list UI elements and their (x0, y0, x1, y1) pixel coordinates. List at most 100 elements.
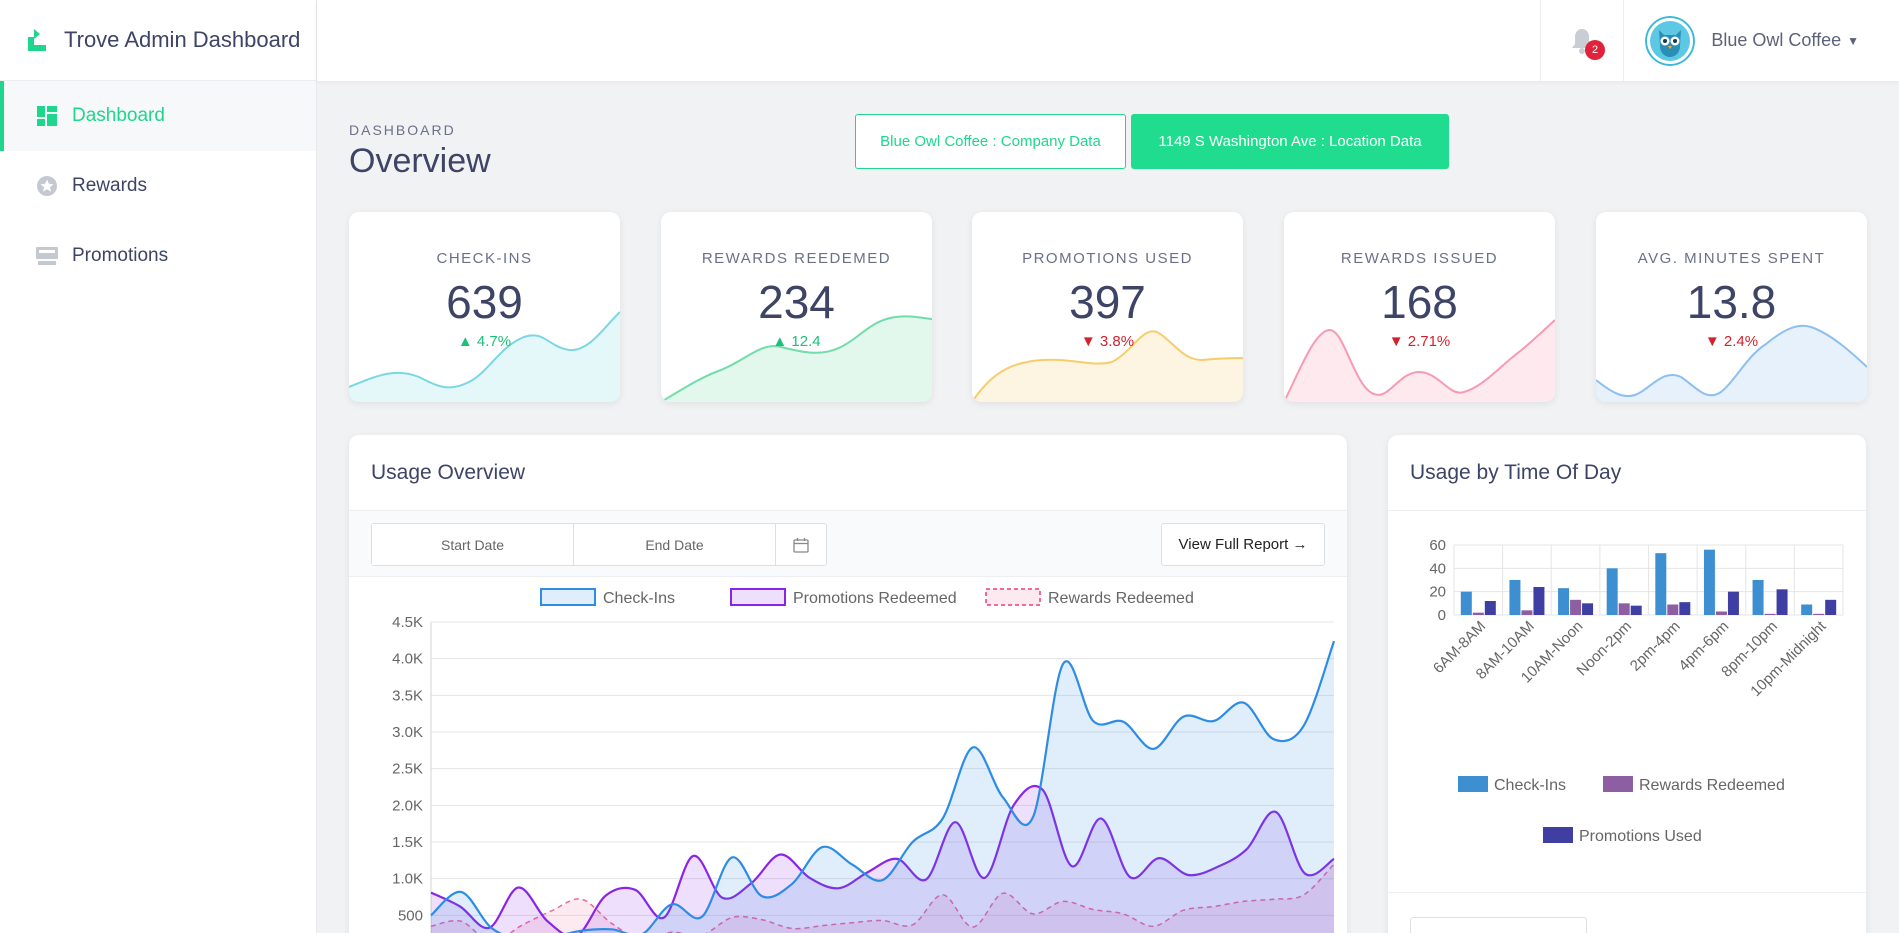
legend-label: Check-Ins (603, 590, 675, 607)
bar (1752, 580, 1764, 615)
date-range-picker (371, 523, 827, 566)
stat-value: 168 (1381, 276, 1458, 328)
stat-value: 397 (1069, 276, 1146, 328)
series-line (430, 863, 1335, 933)
stat-card-rewards-redeemed: REWARDS REEDEMED 234 ▲ 12.4 (661, 212, 932, 402)
legend-swatch (1603, 776, 1633, 792)
panel-footer-dropdown[interactable] (1410, 917, 1587, 933)
calendar-button[interactable] (776, 524, 826, 565)
legend-label: Promotions Used (1579, 828, 1702, 845)
bar (1533, 587, 1545, 615)
sidebar-item-label: Promotions (72, 245, 169, 266)
stat-label: CHECK-INS (436, 250, 533, 267)
bar (1813, 613, 1825, 615)
sparkline (972, 330, 1243, 402)
legend-swatch (540, 588, 596, 606)
bar (1776, 589, 1788, 615)
bar (1606, 568, 1618, 615)
notifications-button[interactable]: 2 (1540, 0, 1624, 81)
bar (1570, 599, 1582, 615)
sparkline (1284, 319, 1555, 402)
y-tick-label: 60 (1429, 537, 1446, 554)
stat-value: 13.8 (1686, 276, 1777, 328)
sidebar-item-dashboard[interactable]: Dashboard (0, 81, 316, 151)
bar (1484, 601, 1496, 615)
stat-value: 639 (446, 276, 523, 328)
stat-card-check-ins: CHECK-INS 639 ▲ 4.7% (349, 212, 620, 402)
sidebar-item-rewards[interactable]: Rewards (0, 151, 316, 221)
legend-label: Promotions Redeemed (793, 590, 957, 607)
location-data-button[interactable]: 1149 S Washington Ave : Location Data (1131, 114, 1449, 169)
arrow-down-icon: ▼ (1080, 333, 1100, 350)
notification-badge: 2 (1585, 40, 1605, 60)
bar (1630, 605, 1642, 615)
legend-label: Rewards Redeemed (1048, 590, 1194, 607)
sidebar: Trove Admin Dashboard Dashboard Rewards … (0, 0, 317, 933)
legend-swatch (1543, 827, 1573, 843)
bar (1618, 603, 1630, 615)
bar (1727, 591, 1739, 615)
series-area (431, 785, 1334, 933)
account-name: Blue Owl Coffee (1711, 30, 1842, 50)
company-data-button[interactable]: Blue Owl Coffee : Company Data (855, 114, 1126, 169)
series-area (431, 641, 1334, 933)
stat-delta: ▲ 4.7% (457, 333, 512, 350)
legend-swatch (985, 588, 1041, 606)
bar (1655, 553, 1667, 615)
sparkline (661, 315, 932, 402)
sidebar-item-label: Dashboard (72, 105, 165, 126)
panel-title: Usage by Time Of Day (1388, 435, 1866, 511)
y-tick-label: 3.5K (392, 687, 423, 704)
brand[interactable]: Trove Admin Dashboard (0, 0, 316, 81)
caret-down-icon: ▼ (1847, 33, 1859, 48)
usage-overview-panel: Usage Overview View Full Report → Check-… (349, 435, 1347, 933)
star-icon (36, 175, 58, 197)
bar (1460, 591, 1472, 615)
y-tick-label: 40 (1429, 560, 1446, 577)
bar (1764, 613, 1776, 615)
date-toolbar: View Full Report → (349, 511, 1347, 577)
stat-label: AVG. MINUTES SPENT (1637, 250, 1826, 267)
panel-footer-divider (1388, 892, 1866, 893)
promotions-icon (36, 245, 58, 267)
avatar (1645, 15, 1696, 66)
stat-card-avg-minutes: AVG. MINUTES SPENT 13.8 ▼ 2.4% (1596, 212, 1867, 402)
y-tick-label: 0 (1438, 607, 1446, 624)
y-tick-label: 20 (1429, 584, 1446, 601)
legend-label: Rewards Redeemed (1639, 777, 1785, 794)
y-tick-label: 500 (398, 907, 423, 924)
arrow-up-icon: ▲ (772, 333, 792, 350)
bar (1825, 599, 1837, 615)
end-date-input[interactable] (574, 524, 776, 565)
x-tick-label: 2pm-4pm (1627, 618, 1684, 675)
y-tick-label: 2.5K (392, 761, 423, 778)
bar (1521, 610, 1533, 615)
page-title: Overview (349, 142, 491, 180)
stat-card-rewards-issued: REWARDS ISSUED 168 ▼ 2.71% (1284, 212, 1555, 402)
usage-overview-chart: Check-Ins Promotions Redeemed Rewards Rede… (392, 588, 1336, 933)
account-menu[interactable]: Blue Owl Coffee ▼ (1645, 0, 1859, 81)
panel-title: Usage Overview (349, 435, 1347, 511)
usage-by-time-chart: 02040606AM-8AM8AM-10AM10AM-NoonNoon-2pm2… (1429, 537, 1844, 845)
bar (1667, 604, 1679, 615)
breadcrumb: DASHBOARD (349, 122, 456, 138)
bar (1715, 611, 1727, 615)
series-area (431, 864, 1334, 933)
sidebar-item-promotions[interactable]: Promotions (0, 221, 316, 291)
y-tick-label: 3.0K (392, 724, 423, 741)
arrow-up-icon: ▲ (457, 333, 477, 350)
sparkline (1596, 324, 1867, 402)
usage-by-time-panel: Usage by Time Of Day 0 20 40 60 6AM-8AM 8AM-1… (1388, 435, 1866, 933)
brand-title: Trove Admin Dashboard (64, 27, 301, 52)
y-tick-label: 4.0K (392, 651, 423, 668)
y-tick-label: 4.5K (392, 614, 423, 631)
y-tick-label: 2.0K (392, 797, 423, 814)
sidebar-item-label: Rewards (72, 175, 147, 196)
arrow-down-icon: ▼ (1388, 333, 1408, 350)
trove-logo-icon (28, 29, 46, 51)
arrow-down-icon: ▼ (1704, 333, 1724, 350)
view-full-report-button[interactable]: View Full Report → (1161, 523, 1325, 566)
bar (1801, 604, 1813, 615)
sparkline (349, 311, 620, 402)
start-date-input[interactable] (372, 524, 574, 565)
